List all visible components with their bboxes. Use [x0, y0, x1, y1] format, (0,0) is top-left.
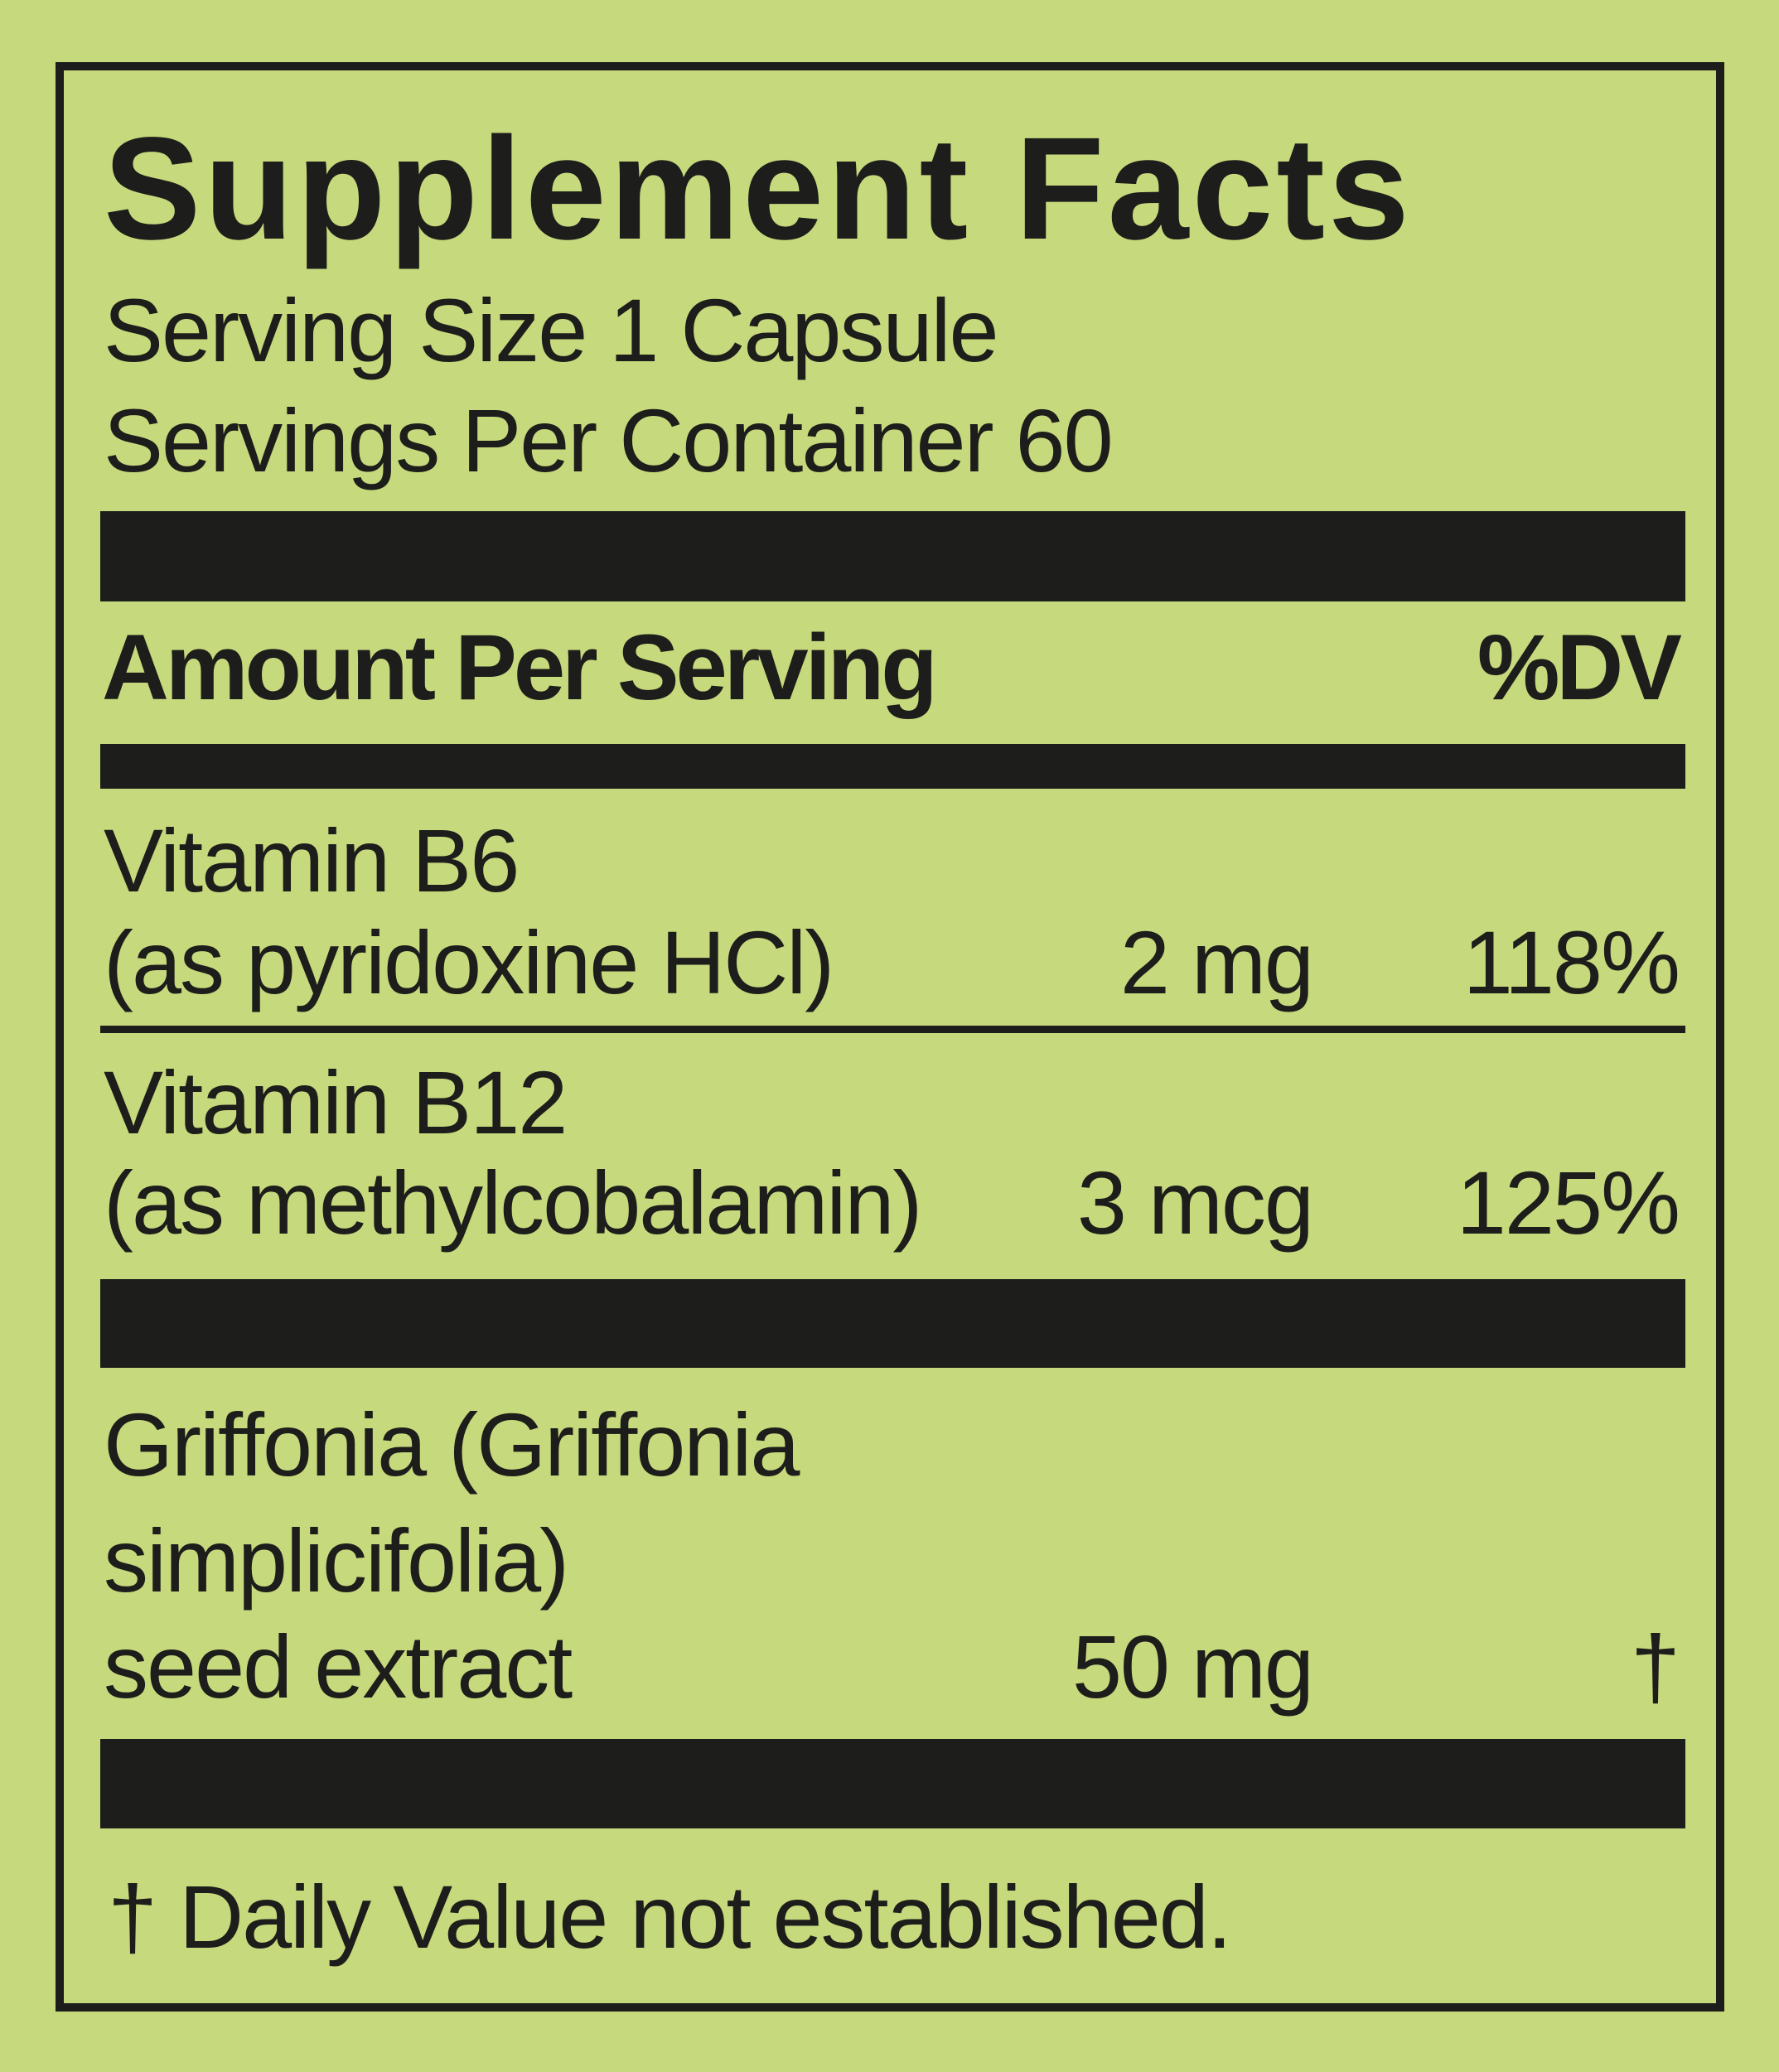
nutrient-dv: 118% [1462, 912, 1680, 1012]
nutrient-name: Vitamin B6 [104, 810, 520, 910]
nutrient-name-cont: simplicifolia) [104, 1510, 569, 1611]
nutrient-dv: 125% [1456, 1152, 1680, 1253]
footnote: † Daily Value not established. [108, 1867, 1232, 1967]
nutrient-amount: 3 mcg [1076, 1152, 1314, 1253]
nutrient-dv: † [1630, 1616, 1680, 1717]
nutrient-form: (as pyridoxine HCl) [104, 912, 834, 1012]
thick-divider [100, 511, 1685, 601]
label-border [56, 62, 1724, 2012]
nutrient-form: (as methylcobalamin) [104, 1152, 922, 1253]
amount-per-serving-header: Amount Per Serving [102, 616, 938, 719]
serving-size: Serving Size 1 Capsule [104, 280, 999, 380]
servings-per-container: Servings Per Container 60 [104, 390, 1114, 490]
nutrient-amount: 50 mg [1071, 1616, 1314, 1717]
medium-divider [100, 744, 1685, 789]
nutrient-name: Griffonia (Griffonia [104, 1394, 800, 1495]
thick-divider [100, 1279, 1685, 1368]
label-title: Supplement Facts [104, 108, 1413, 270]
thick-divider [100, 1739, 1685, 1828]
nutrient-form: seed extract [104, 1616, 573, 1717]
nutrient-amount: 2 mg [1119, 912, 1314, 1012]
nutrient-name: Vitamin B12 [104, 1052, 568, 1152]
thin-divider [100, 1026, 1685, 1033]
dv-header: %DV [1477, 616, 1682, 719]
